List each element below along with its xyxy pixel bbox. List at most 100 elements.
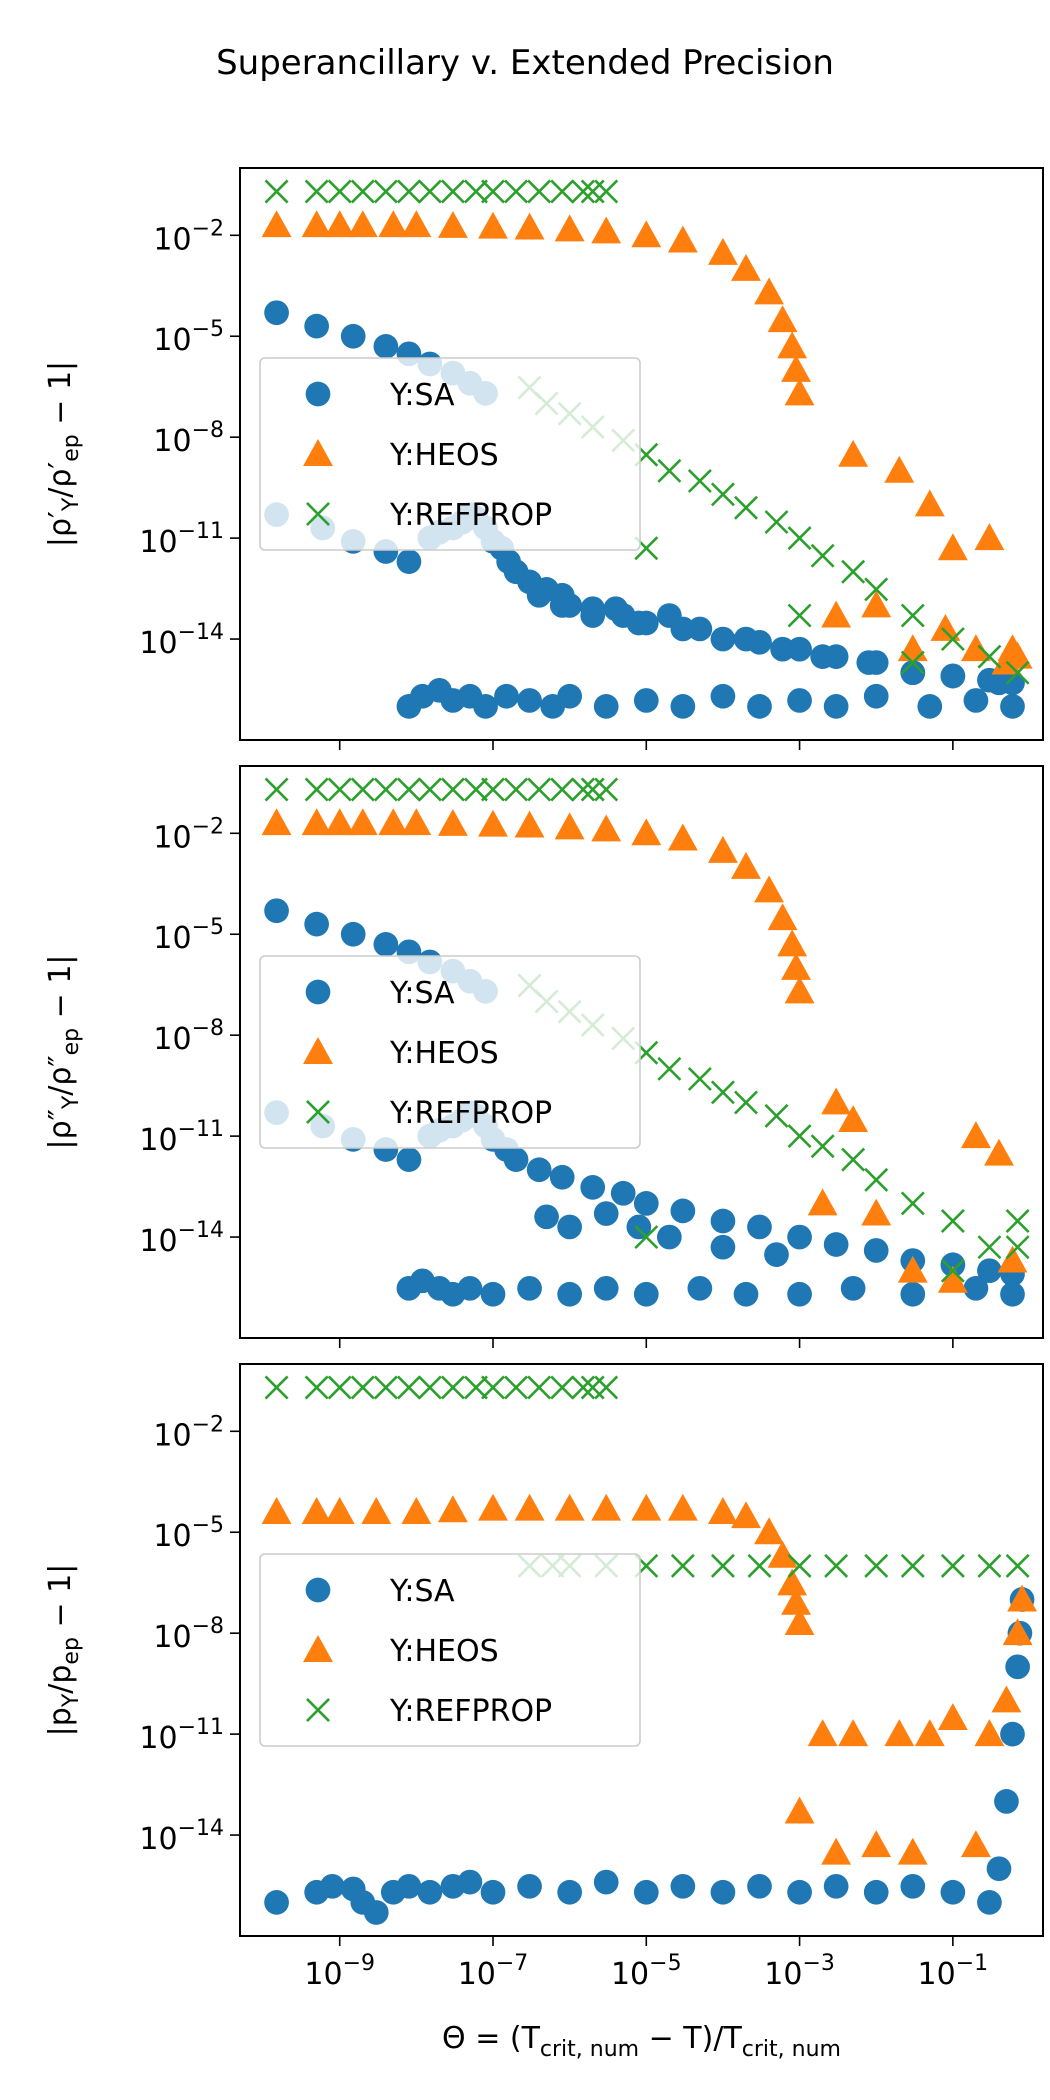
data-point [554, 812, 585, 840]
legend: Y:SA Y:HEOS Y:REFPROP [259, 955, 641, 1149]
data-point [557, 1281, 582, 1307]
data-point [633, 1281, 659, 1307]
data-point [440, 777, 465, 802]
data-point [373, 179, 398, 204]
data-point [554, 1493, 585, 1521]
data-point [754, 1517, 785, 1545]
data-point [777, 1568, 808, 1596]
data-point [657, 1224, 682, 1250]
data-point [733, 1281, 759, 1307]
data-point [787, 526, 812, 551]
series-y-refprop [264, 1375, 1030, 1578]
data-point [396, 1375, 421, 1400]
data-point [401, 1497, 432, 1524]
x-tick-label: 10−1 [918, 1951, 989, 1992]
data-point [301, 210, 332, 238]
data-point [977, 644, 1002, 669]
data-point [1005, 1209, 1030, 1233]
data-point [764, 510, 789, 535]
legend-entry: Y:SA [389, 1574, 455, 1609]
data-point [594, 777, 619, 802]
data-point [974, 523, 1005, 551]
data-point [304, 1375, 329, 1400]
data-point [823, 1232, 849, 1257]
data-point [571, 777, 596, 802]
data-point [373, 932, 399, 957]
data-point [593, 1201, 619, 1226]
data-point [734, 495, 758, 520]
data-point [347, 808, 378, 836]
data-point [667, 1493, 698, 1521]
data-point [633, 688, 659, 713]
data-point [781, 952, 812, 980]
data-point [840, 1275, 866, 1301]
data-point [960, 634, 991, 662]
data-point [670, 1553, 695, 1578]
y-tick-label: 10−11 [139, 1715, 224, 1756]
axes-frame [239, 765, 1044, 1339]
data-point [550, 179, 575, 204]
data-point [327, 1375, 352, 1400]
data-point [327, 777, 352, 802]
data-point [787, 636, 812, 662]
data-point [401, 210, 432, 238]
data-point [787, 1553, 812, 1578]
legend-entry: Y:HEOS [389, 1634, 499, 1669]
data-point [670, 694, 696, 719]
data-point [549, 1164, 575, 1190]
data-point [1000, 1721, 1025, 1747]
data-point [457, 1869, 483, 1895]
data-point [1005, 1235, 1030, 1260]
y-tick-label: 10−11 [139, 1117, 224, 1158]
legend-box [259, 1553, 641, 1747]
data-point [503, 1147, 529, 1172]
data-point [373, 1375, 398, 1400]
data-point [777, 331, 808, 359]
data-point [960, 1121, 991, 1149]
data-point [464, 179, 488, 204]
data-point [937, 1265, 968, 1293]
data-point [480, 1281, 506, 1307]
y-tick-label: 10−8 [153, 1016, 224, 1057]
data-point [838, 1105, 869, 1133]
data-point [821, 1837, 852, 1865]
data-point [940, 1553, 965, 1578]
chart-panel-2: 10−2 10−5 10−8 10−11 10−14 |ρ″Y​/ρ″ep​ − 1| Y:… [43, 765, 1044, 1348]
data-point [861, 590, 892, 618]
data-point [897, 1837, 928, 1865]
data-point [464, 777, 488, 802]
y-tick-label: 10−2 [153, 216, 224, 257]
x-axis-label: Θ = (Tcrit, num​ − T)/Tcrit, num​ [442, 2021, 841, 2062]
data-point [527, 179, 552, 204]
data-point [986, 1856, 1012, 1882]
data-point [784, 1608, 815, 1636]
data-point [517, 688, 542, 713]
data-point [764, 1242, 789, 1268]
y-tick-label: 10−5 [153, 1513, 224, 1554]
axes-frame [239, 1363, 1044, 1937]
data-point [396, 1873, 422, 1899]
data-point [777, 929, 808, 957]
y-tick-label: 10−2 [153, 814, 224, 855]
data-point [417, 179, 442, 204]
data-point [340, 921, 366, 947]
data-point [557, 1879, 582, 1905]
data-point [319, 1873, 345, 1899]
data-point [864, 1167, 889, 1192]
data-point [350, 1375, 375, 1400]
data-point [378, 808, 409, 836]
data-point [787, 603, 812, 628]
data-point [707, 237, 738, 265]
data-point [940, 1879, 966, 1905]
legend-entry: Y:REFPROP [389, 1694, 552, 1729]
axes-frame [239, 167, 1044, 741]
data-point [900, 603, 925, 628]
data-point [594, 1375, 619, 1400]
data-point [963, 688, 989, 713]
legend-entry: Y:SA [389, 976, 455, 1011]
data-point [481, 777, 505, 802]
data-point [940, 1258, 965, 1283]
data-point [517, 1275, 542, 1301]
data-point [657, 1056, 682, 1081]
data-point [527, 1375, 552, 1400]
